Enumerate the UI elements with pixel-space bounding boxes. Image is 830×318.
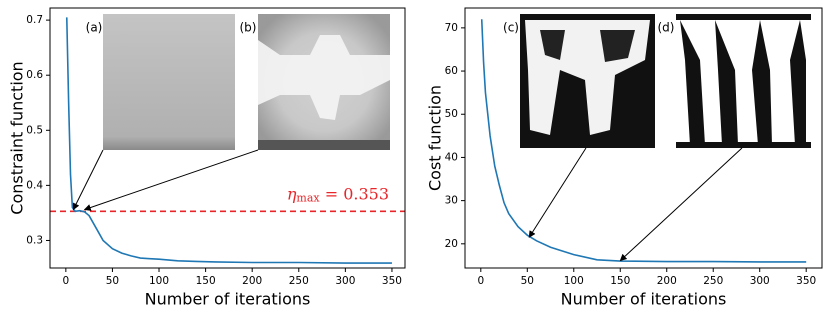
data-line	[480, 19, 807, 263]
inset-label: (d)	[658, 21, 675, 35]
y-tick-label: 0.7	[26, 14, 43, 26]
x-tick-label: 0	[477, 275, 484, 287]
axes-frame	[464, 7, 823, 269]
inset-label: (a)	[86, 21, 103, 35]
x-tick-label: 200	[657, 275, 677, 287]
threshold-subscript: max	[296, 191, 320, 204]
x-axis-label: Number of iterations	[561, 290, 727, 309]
x-tick-label: 350	[796, 275, 816, 287]
data-line	[65, 17, 392, 264]
x-tick-label: 0	[62, 275, 69, 287]
annotation-arrow	[619, 147, 743, 262]
x-tick-label: 50	[521, 275, 534, 287]
y-tick-label: 60	[445, 65, 458, 77]
y-tick-label: 70	[445, 22, 458, 34]
y-axis-label: Constraint function	[8, 61, 27, 214]
y-tick-label: 50	[445, 108, 458, 120]
y-tick-label: 0.5	[26, 124, 43, 136]
annotation-arrow	[528, 147, 587, 238]
y-axis-label: Cost function	[426, 85, 445, 191]
x-tick-label: 150	[610, 275, 630, 287]
inset-image-a	[103, 14, 235, 150]
x-tick-label: 100	[564, 275, 584, 287]
x-tick-label: 50	[106, 275, 119, 287]
inset-label: (c)	[503, 21, 519, 35]
y-tick-label: 0.6	[26, 69, 43, 81]
annotation-arrow	[83, 149, 259, 211]
axes-frame	[49, 7, 406, 269]
x-tick-label: 250	[289, 275, 309, 287]
x-tick-label: 300	[750, 275, 770, 287]
threshold-label: ηmax = 0.353	[287, 184, 389, 205]
threshold-symbol: η	[287, 184, 297, 203]
x-tick-label: 300	[335, 275, 355, 287]
x-tick-label: 100	[149, 275, 169, 287]
x-tick-label: 150	[196, 275, 216, 287]
annotation-arrow	[72, 149, 104, 211]
x-tick-label: 200	[242, 275, 262, 287]
x-tick-label: 350	[382, 275, 402, 287]
x-axis-label: Number of iterations	[145, 290, 311, 309]
inset-image-c	[520, 14, 655, 148]
inset-image-b	[258, 14, 390, 150]
y-tick-label: 40	[445, 151, 458, 163]
x-tick-label: 250	[703, 275, 723, 287]
y-tick-label: 30	[445, 195, 458, 207]
y-tick-label: 0.4	[26, 179, 43, 191]
y-tick-label: 20	[445, 238, 458, 250]
inset-image-d	[676, 14, 811, 148]
inset-label: (b)	[240, 21, 257, 35]
threshold-value: = 0.353	[320, 184, 389, 203]
y-tick-label: 0.3	[26, 234, 43, 246]
